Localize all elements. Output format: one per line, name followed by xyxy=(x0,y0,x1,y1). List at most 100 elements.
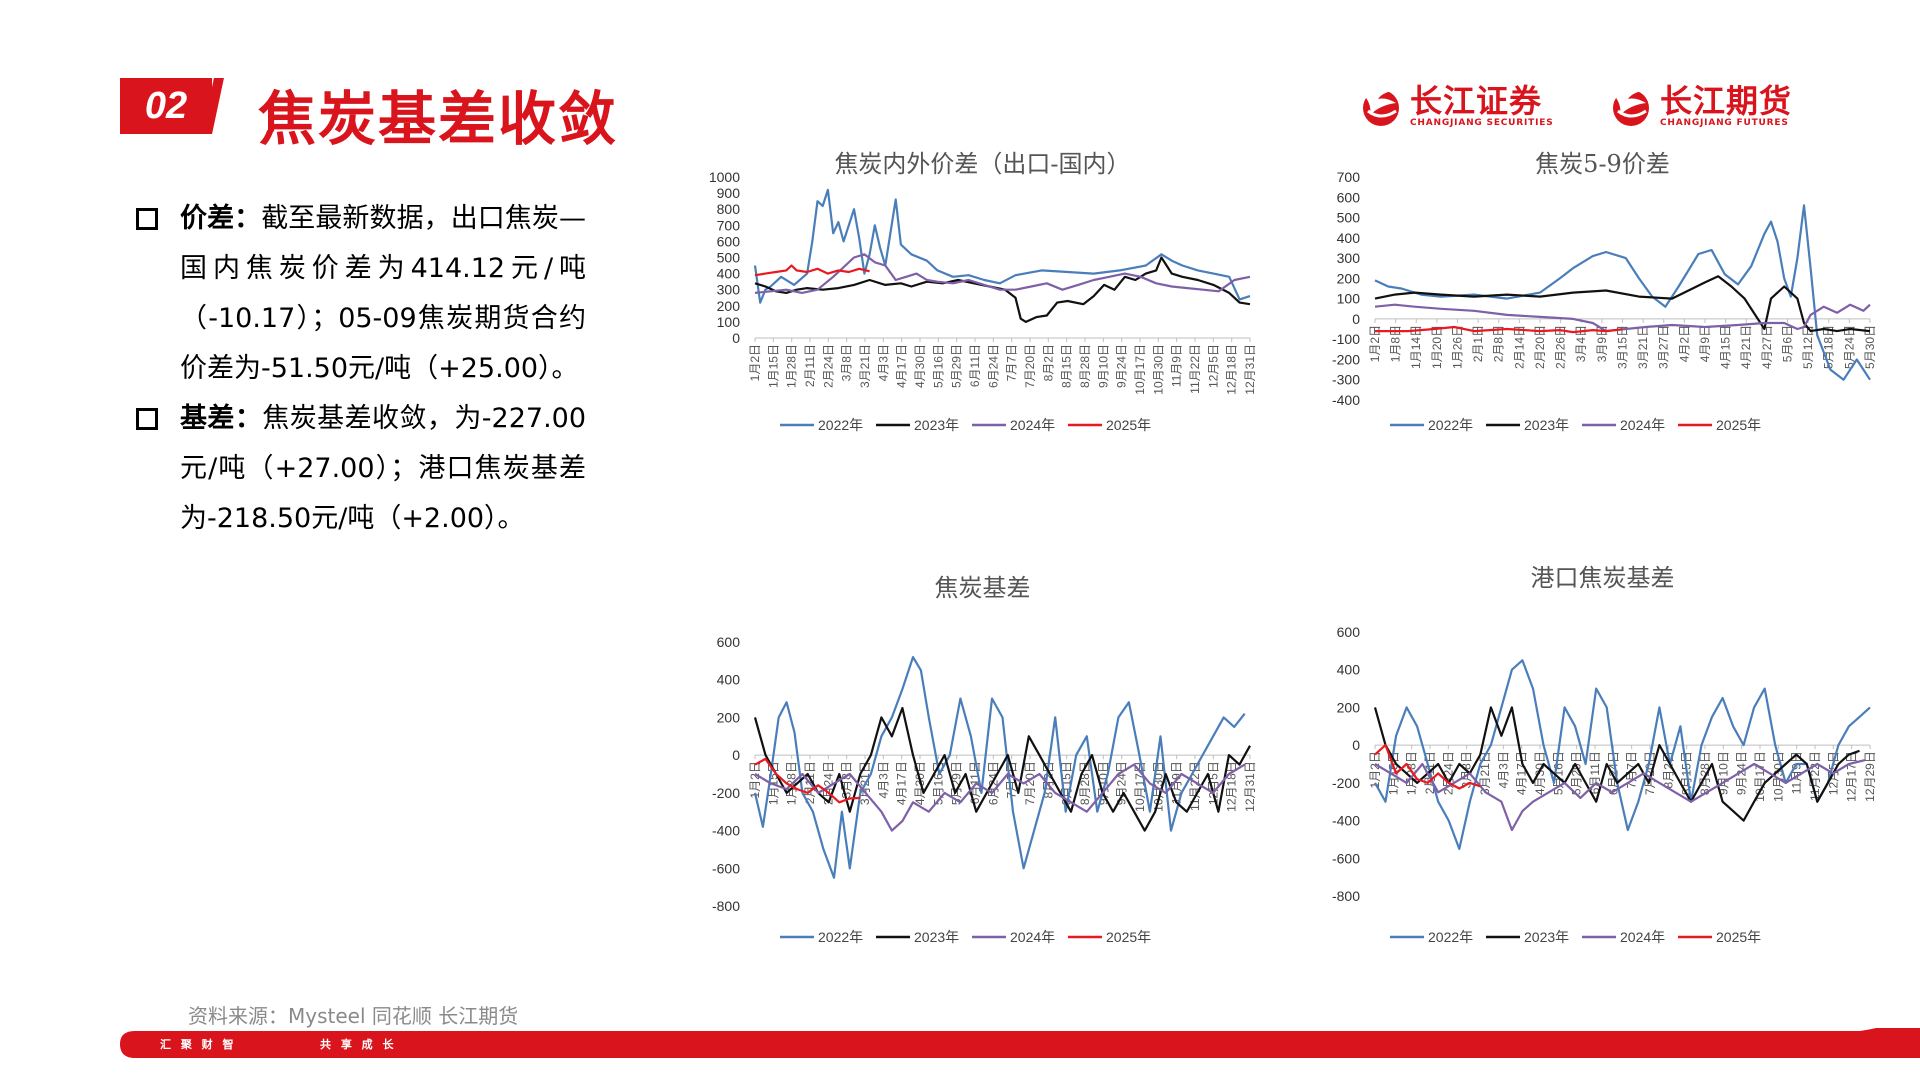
series-line-2023年 xyxy=(1373,706,1860,822)
x-tick-label: 3月21日 xyxy=(858,344,872,388)
x-tick-label: 4月9日 xyxy=(1698,325,1712,362)
x-tick-label: 4月27日 xyxy=(1760,325,1774,369)
x-tick-label: 12月31日 xyxy=(1243,344,1257,395)
series-line-2023年 xyxy=(753,706,1251,832)
y-tick-label: -100 xyxy=(1332,331,1360,347)
section-number: 02 xyxy=(144,84,188,127)
x-tick-label: 8月28日 xyxy=(1078,344,1092,388)
bullet-spread: 价差：截至最新数据，出口焦炭—国内焦炭价差为414.12元/吨（-10.17）；… xyxy=(134,194,586,394)
x-tick-label: 4月17日 xyxy=(895,344,909,388)
x-tick-label: 5月6日 xyxy=(1781,325,1795,362)
bullet-key: 价差： xyxy=(180,203,262,234)
x-tick-label: 4月17日 xyxy=(895,761,909,805)
x-tick-label: 9月24日 xyxy=(1115,344,1129,388)
legend-label: 2022年 xyxy=(818,929,863,945)
x-tick-label: 2月11日 xyxy=(803,344,817,387)
y-tick-label: 600 xyxy=(1337,189,1361,205)
legend-label: 2022年 xyxy=(1428,929,1473,945)
y-tick-label: 0 xyxy=(1352,737,1360,753)
chart-port-basis: 港口焦炭基差 -800 -600 -400 -200 0 200 400 600 1月2日 1月15… xyxy=(1280,560,1900,960)
x-tick-label: 6月11日 xyxy=(968,344,982,387)
x-tick-label: 3月9日 xyxy=(1595,325,1609,362)
logo-cn: 长江期货 xyxy=(1660,82,1793,120)
chart-export-domestic-svg: 焦炭内外价差（出口-国内） 010020030040050060070080090… xyxy=(709,150,1257,433)
footer-slogan-right: 共 享 成 长 xyxy=(320,1038,397,1051)
bullet-text: 焦炭基差收敛，为-227.00元/吨（+27.00）；港口焦炭基差为-218.5… xyxy=(180,403,587,534)
y-tick-label: 400 xyxy=(1337,230,1361,246)
x-tick-label: 5月29日 xyxy=(950,761,964,805)
x-tick-label: 4月2日 xyxy=(1677,325,1691,362)
chart-spread-5-9-svg: 焦炭5-9价差 -400 -300 -200 -100 0 100 200 300 400 500 6… xyxy=(1332,150,1877,433)
x-tick-label: 5月12日 xyxy=(1801,325,1815,369)
chart-title: 焦炭基差 xyxy=(935,574,1031,602)
series-line-2024年 xyxy=(1374,759,1865,832)
x-tick-label: 1月28日 xyxy=(785,344,799,388)
y-tick-label: 500 xyxy=(717,250,741,266)
legend-label: 2025年 xyxy=(1716,417,1761,433)
x-tick-label: 3月27日 xyxy=(1657,325,1671,369)
y-tick-label: -200 xyxy=(1332,775,1360,791)
x-tick-label: 9月24日 xyxy=(1735,751,1749,795)
y-tick-label: 200 xyxy=(1337,270,1361,286)
x-tick-label: 1月2日 xyxy=(748,761,762,798)
y-tick-label: -800 xyxy=(712,898,740,914)
x-tick-label: 1月2日 xyxy=(748,344,762,381)
x-tick-label: 12月17日 xyxy=(1845,751,1859,802)
x-tick-label: 5月30日 xyxy=(1863,325,1877,369)
x-tick-label: 12月31日 xyxy=(1243,761,1257,812)
x-tick-label: 1月20日 xyxy=(1430,325,1444,369)
bottom-bar xyxy=(120,1028,1920,1058)
x-tick-label: 3月21日 xyxy=(1636,325,1650,369)
y-tick-label: -300 xyxy=(1332,372,1360,388)
logo-mark-icon xyxy=(1606,81,1656,131)
logo-cn: 长江证券 xyxy=(1410,82,1543,120)
series-line-2025年 xyxy=(754,757,861,804)
x-tick-label: 5月16日 xyxy=(931,344,945,388)
x-tick-label: 1月2日 xyxy=(1368,325,1382,362)
x-tick-label: 5月29日 xyxy=(950,344,964,388)
x-tick-label: 2月26日 xyxy=(1554,325,1568,369)
x-tick-label: 4月3日 xyxy=(876,761,890,798)
y-tick-label: 400 xyxy=(717,266,741,282)
legend-label: 2022年 xyxy=(818,417,863,433)
x-tick-label: 11月22日 xyxy=(1188,344,1202,394)
y-tick-label: -600 xyxy=(712,860,740,876)
x-tick-label: 4月15日 xyxy=(1719,325,1733,369)
changjiang-securities-logo: 长江证券 CHANGJIANG SECURITIES xyxy=(1356,78,1553,134)
x-tick-label: 7月7日 xyxy=(1005,344,1019,381)
y-tick-label: 400 xyxy=(1337,662,1361,678)
series-line-2022年 xyxy=(1374,659,1871,850)
source-note: 资料来源：Mysteel 同花顺 长江期货 xyxy=(188,1004,519,1028)
y-tick-label: 200 xyxy=(717,298,741,314)
x-tick-label: 2月14日 xyxy=(1512,325,1526,369)
y-tick-label: 600 xyxy=(717,634,741,650)
chart-title: 焦炭内外价差（出口-国内） xyxy=(834,150,1130,178)
x-tick-label: 7月20日 xyxy=(1023,344,1037,388)
legend-label: 2025年 xyxy=(1106,417,1151,433)
x-tick-label: 12月29日 xyxy=(1863,751,1877,802)
legend-label: 2024年 xyxy=(1010,929,1055,945)
x-tick-label: 11月9日 xyxy=(1170,761,1184,804)
x-tick-label: 7月20日 xyxy=(1023,761,1037,805)
chart-title: 焦炭5-9价差 xyxy=(1535,150,1670,178)
bullet-square-icon xyxy=(136,208,158,230)
x-tick-label: 4月3日 xyxy=(876,344,890,381)
y-tick-label: 200 xyxy=(717,709,741,725)
x-tick-label: 5月24日 xyxy=(1842,325,1856,369)
y-tick-label: -400 xyxy=(712,823,740,839)
legend-label: 2024年 xyxy=(1620,417,1665,433)
x-tick-label: 2月8日 xyxy=(1492,325,1506,362)
legend-label: 2022年 xyxy=(1428,417,1473,433)
x-tick-label: 1月15日 xyxy=(1386,751,1400,795)
x-tick-label: 4月30日 xyxy=(913,344,927,388)
series-line-2023年 xyxy=(754,256,1251,323)
series-line-2022年 xyxy=(753,188,1251,304)
changjiang-futures-logo: 长江期货 CHANGJIANG FUTURES xyxy=(1606,78,1792,134)
series-line-2024年 xyxy=(754,253,1251,294)
series-line-2023年 xyxy=(1374,275,1871,333)
x-tick-label: 2月20日 xyxy=(1533,325,1547,369)
series-line-2024年 xyxy=(1374,303,1871,333)
logo-en: CHANGJIANG FUTURES xyxy=(1660,118,1789,128)
x-tick-label: 4月30日 xyxy=(1533,751,1547,795)
